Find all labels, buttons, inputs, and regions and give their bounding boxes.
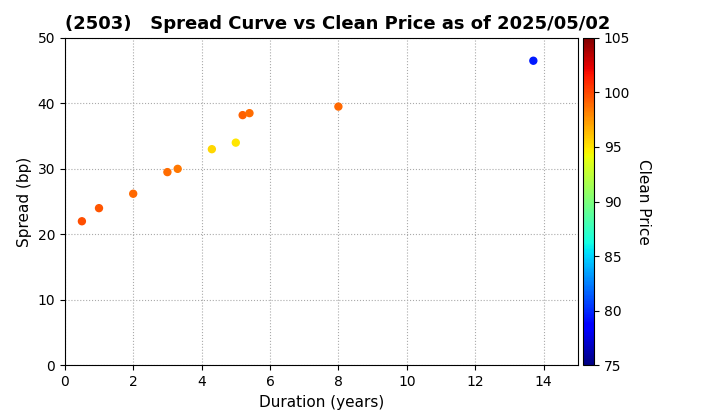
Y-axis label: Clean Price: Clean Price [636,159,651,244]
Text: (2503)   Spread Curve vs Clean Price as of 2025/05/02: (2503) Spread Curve vs Clean Price as of… [65,16,610,34]
X-axis label: Duration (years): Duration (years) [258,395,384,409]
Point [237,112,248,118]
Point [94,205,105,212]
Y-axis label: Spread (bp): Spread (bp) [17,157,32,247]
Point [161,169,174,176]
Point [230,139,242,146]
Point [172,165,184,172]
Point [333,103,344,110]
Point [243,110,256,116]
Point [76,218,88,225]
Point [127,190,139,197]
Point [528,58,539,64]
Point [206,146,217,152]
